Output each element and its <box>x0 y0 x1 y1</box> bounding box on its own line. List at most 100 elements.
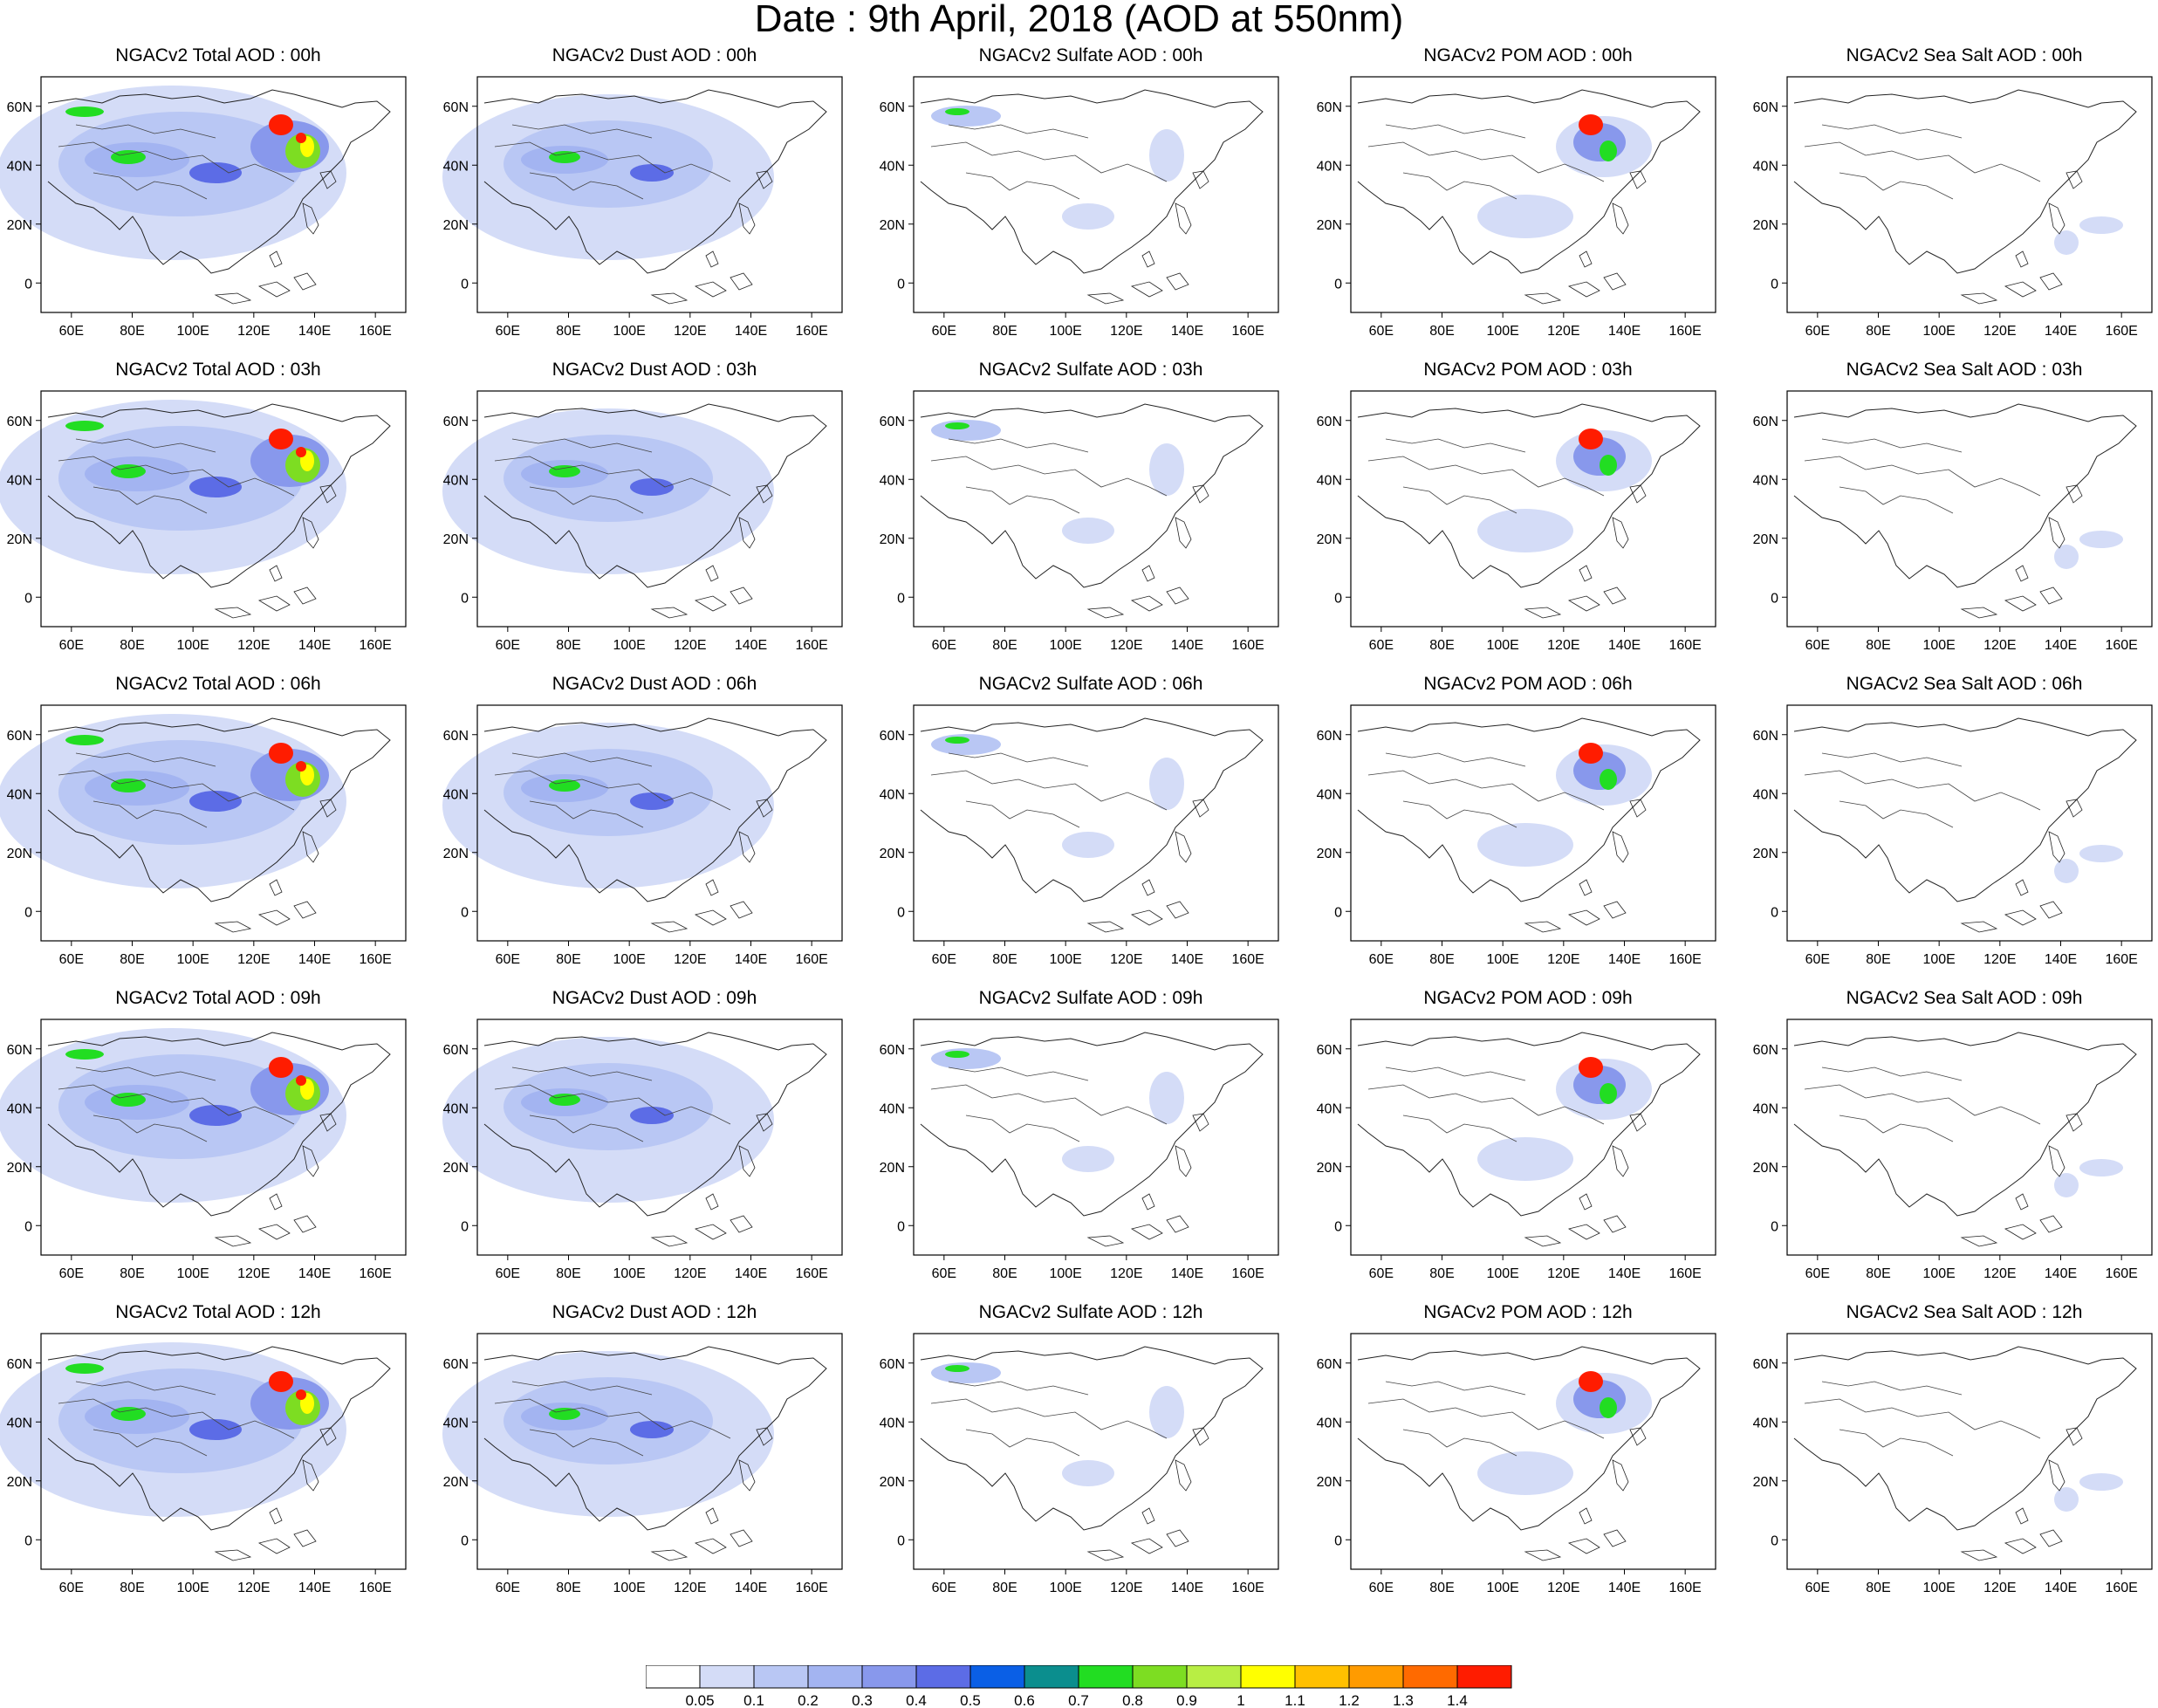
lon-tick-label: 60E <box>1805 1581 1830 1595</box>
lon-tick-label: 100E <box>1049 1266 1081 1281</box>
aod-field <box>2054 1487 2079 1512</box>
map-frame <box>1786 1333 2153 1570</box>
island-outline <box>1579 565 1593 582</box>
island-outline <box>1629 1113 1647 1132</box>
island-outline <box>1960 292 1998 305</box>
aod-field <box>549 1408 580 1420</box>
lon-tick-label: 120E <box>1983 324 2016 339</box>
island-outline <box>2048 1459 2066 1492</box>
map-panel: NGACv2 Dust AOD : 03h 60N 40N 20N 0 60E 80E 100… <box>436 360 873 665</box>
aod-field <box>945 1051 969 1058</box>
lat-tick-label: 0 <box>461 905 469 920</box>
lat-tick-label: 20N <box>7 532 32 547</box>
lon-tick-label: 60E <box>59 952 84 967</box>
aod-field <box>2054 230 2079 255</box>
colorbar-swatch <box>1186 1665 1242 1689</box>
lon-tick-label: 140E <box>298 324 331 339</box>
panel-title: NGACv2 Dust AOD : 12h <box>551 1302 757 1322</box>
coastline <box>47 1032 391 1217</box>
country-borders <box>1367 752 1605 828</box>
lat-tick-label: 60N <box>443 1043 469 1058</box>
aod-field <box>549 1094 580 1106</box>
map-frame <box>40 704 407 942</box>
lat-tick-label: 40N <box>880 1101 905 1116</box>
lat-tick-label: 60N <box>1753 100 1778 115</box>
lon-tick-label: 100E <box>1922 638 1955 653</box>
island-outline <box>2004 909 2037 926</box>
coastline <box>483 717 827 902</box>
lat-tick-label: 40N <box>1317 1101 1342 1116</box>
lat-tick-label: 20N <box>880 218 905 233</box>
island-outline <box>2066 170 2083 189</box>
island-outline <box>1130 1538 1163 1554</box>
island-outline <box>1579 1507 1593 1525</box>
lat-tick-label: 20N <box>443 847 469 861</box>
lon-tick-label: 120E <box>237 952 270 967</box>
island-outline <box>293 1215 317 1233</box>
lon-tick-label: 140E <box>735 952 767 967</box>
island-outline <box>1086 607 1125 619</box>
island-outline <box>1603 1215 1627 1233</box>
lon-tick-label: 140E <box>735 1581 767 1595</box>
country-borders <box>494 1067 731 1142</box>
country-borders <box>494 752 731 828</box>
panel-title: NGACv2 POM AOD : 06h <box>1423 674 1633 694</box>
aod-field <box>111 1407 146 1421</box>
island-outline <box>319 1113 337 1132</box>
lon-tick-label: 60E <box>496 324 520 339</box>
lat-tick-label: 60N <box>880 1043 905 1058</box>
map-panel: NGACv2 Sulfate AOD : 03h 60N 40N 20N 0 60E 80E… <box>873 360 1309 665</box>
main-title: Date : 9th April, 2018 (AOD at 550nm) <box>754 0 1404 40</box>
colorbar-swatch <box>1294 1665 1350 1689</box>
lon-tick-label: 100E <box>613 324 645 339</box>
aod-field <box>931 106 1001 127</box>
lon-tick-label: 60E <box>932 638 956 653</box>
map-frame <box>476 76 843 313</box>
island-outline <box>1175 1459 1192 1492</box>
map-frame <box>40 390 407 628</box>
lon-tick-label: 100E <box>176 952 209 967</box>
lon-tick-label: 80E <box>120 638 144 653</box>
lon-tick-label: 80E <box>1429 1581 1454 1595</box>
lon-tick-label: 60E <box>932 324 956 339</box>
aod-field <box>1600 769 1617 790</box>
lat-tick-label: 60N <box>443 729 469 744</box>
island-outline <box>214 292 252 305</box>
island-outline <box>214 1549 252 1561</box>
lon-tick-label: 120E <box>1110 1581 1142 1595</box>
lon-tick-label: 120E <box>1983 1581 2016 1595</box>
lat-tick-label: 0 <box>897 1533 905 1548</box>
lon-tick-label: 140E <box>1608 324 1641 339</box>
lat-tick-label: 0 <box>1771 1533 1778 1548</box>
panel-title: NGACv2 POM AOD : 03h <box>1423 360 1633 380</box>
island-outline <box>705 565 719 582</box>
island-outline <box>1166 272 1189 291</box>
lat-tick-label: 40N <box>1753 787 1778 802</box>
lon-tick-label: 100E <box>1049 1581 1081 1595</box>
island-outline <box>319 799 337 818</box>
colorbar-label: 0.2 <box>798 1692 819 1707</box>
coastline <box>1793 1346 2137 1531</box>
lat-tick-label: 20N <box>880 1475 905 1490</box>
aod-field <box>1477 195 1573 238</box>
lon-tick-label: 140E <box>1608 952 1641 967</box>
lat-tick-label: 0 <box>24 905 32 920</box>
lon-tick-label: 160E <box>795 952 827 967</box>
country-borders <box>58 438 295 514</box>
lon-tick-label: 100E <box>1922 1581 1955 1595</box>
lat-tick-label: 0 <box>461 1533 469 1548</box>
island-outline <box>705 1507 719 1525</box>
lon-tick-label: 160E <box>1231 324 1264 339</box>
island-outline <box>257 595 291 612</box>
lon-tick-label: 140E <box>1171 638 1203 653</box>
island-outline <box>1524 607 1562 619</box>
lat-tick-label: 60N <box>1317 1043 1342 1058</box>
island-outline <box>694 909 727 926</box>
aod-field <box>2054 859 2079 883</box>
map-panel: NGACv2 POM AOD : 12h 60N 40N 20N 0 60E 80E 100E… <box>1310 1302 1746 1608</box>
island-outline <box>1141 879 1155 896</box>
lat-tick-label: 40N <box>1317 1416 1342 1430</box>
island-outline <box>730 1529 753 1547</box>
aod-field <box>1477 509 1573 552</box>
aod-field <box>65 1049 104 1060</box>
